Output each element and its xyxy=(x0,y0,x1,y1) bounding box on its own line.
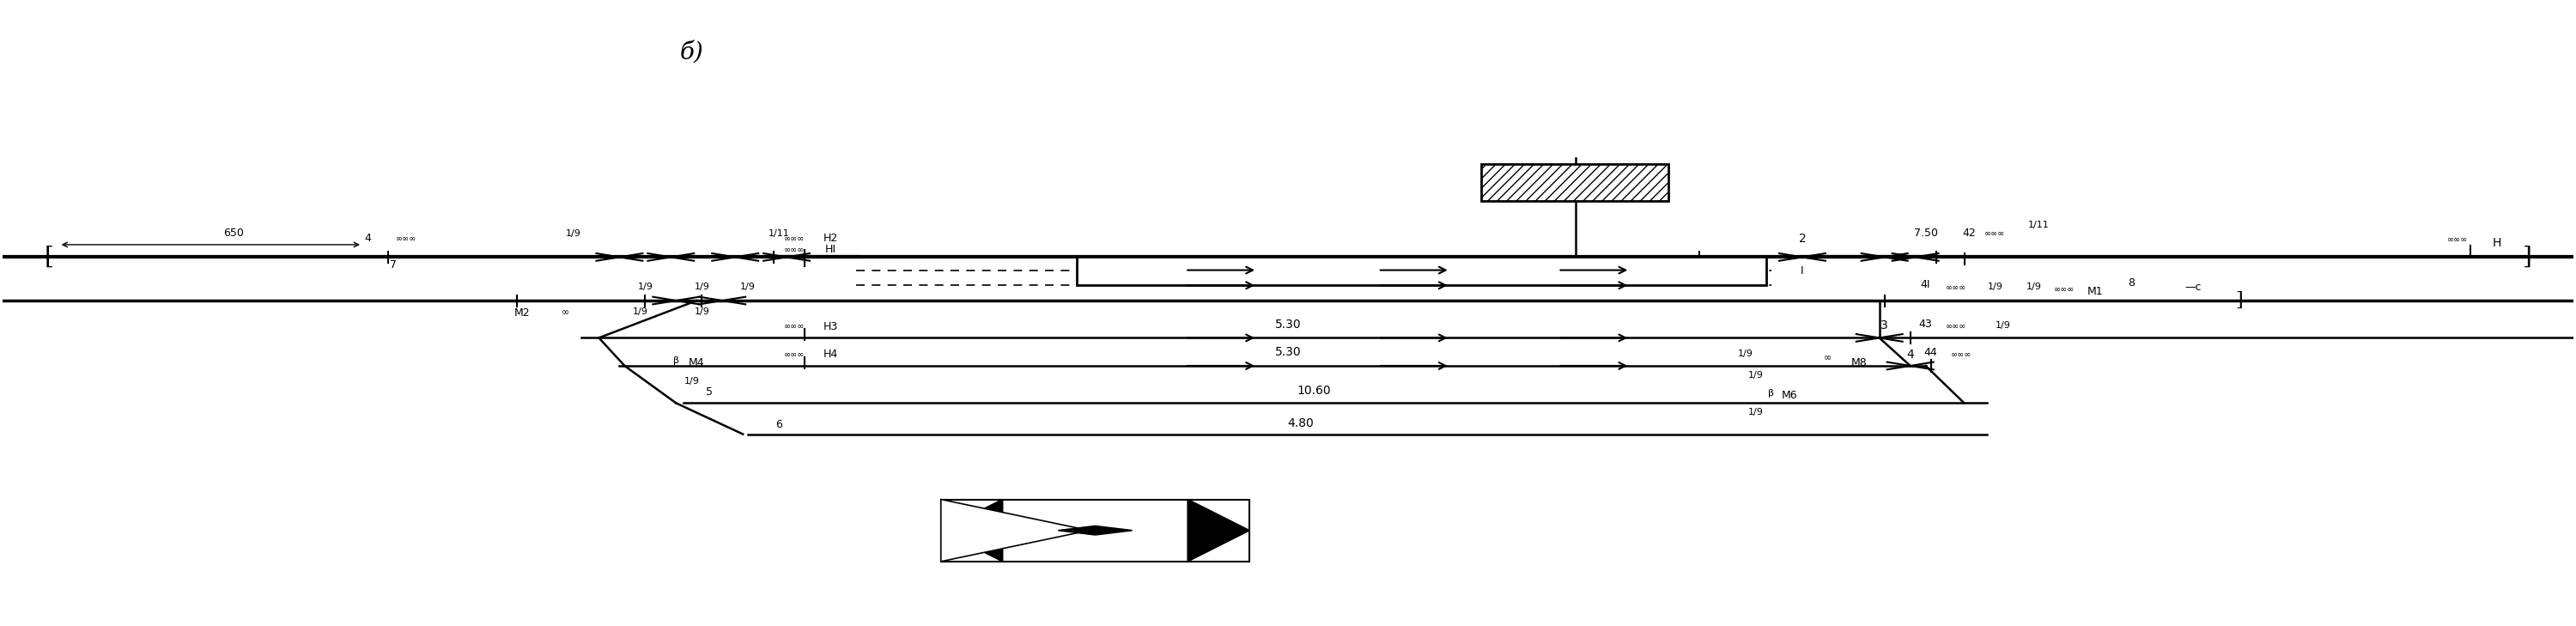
Text: ∞∞∞: ∞∞∞ xyxy=(783,351,804,359)
Text: 6: 6 xyxy=(775,419,783,431)
Text: [: [ xyxy=(44,245,54,269)
Text: 1/9: 1/9 xyxy=(1996,321,2009,330)
Text: 5: 5 xyxy=(706,386,714,398)
Text: 1/9: 1/9 xyxy=(567,229,580,238)
Text: H: H xyxy=(2491,237,2501,249)
Text: 7: 7 xyxy=(389,259,397,270)
Text: 1/9: 1/9 xyxy=(1739,349,1754,357)
Text: —c: —c xyxy=(2184,281,2202,292)
Text: β: β xyxy=(672,357,680,365)
Text: M2: M2 xyxy=(513,307,531,319)
Text: 4.80: 4.80 xyxy=(1288,417,1314,429)
Text: ∞∞∞: ∞∞∞ xyxy=(1950,351,1973,359)
Polygon shape xyxy=(1188,500,1249,562)
Text: 1/9: 1/9 xyxy=(1749,408,1765,417)
Text: ∞∞∞: ∞∞∞ xyxy=(397,234,417,243)
Bar xyxy=(940,500,1249,562)
Text: M1: M1 xyxy=(2087,285,2105,297)
Text: M8: M8 xyxy=(1850,357,1868,368)
Text: 1/9: 1/9 xyxy=(2025,282,2040,291)
Text: б): б) xyxy=(680,41,703,64)
Text: ∞: ∞ xyxy=(562,309,569,317)
Text: ∞∞∞: ∞∞∞ xyxy=(1984,229,2007,238)
Text: ∞∞∞: ∞∞∞ xyxy=(2053,285,2076,294)
Text: 5.30: 5.30 xyxy=(1275,346,1301,358)
Text: 650: 650 xyxy=(224,228,245,239)
Text: 44: 44 xyxy=(1924,347,1937,357)
Text: H2: H2 xyxy=(822,233,837,244)
Text: 1/9: 1/9 xyxy=(1749,371,1765,379)
Text: 10.60: 10.60 xyxy=(1296,384,1332,397)
Bar xyxy=(1481,164,1669,201)
Text: 8: 8 xyxy=(2128,277,2136,289)
Text: 4I: 4I xyxy=(1922,279,1929,290)
Text: ∞∞∞: ∞∞∞ xyxy=(783,245,804,254)
Text: ∞∞∞: ∞∞∞ xyxy=(783,322,804,331)
Text: 42: 42 xyxy=(1963,228,1976,239)
Text: ∞∞∞: ∞∞∞ xyxy=(1945,322,1968,331)
Text: 5.30: 5.30 xyxy=(1275,318,1301,330)
Text: 2: 2 xyxy=(1798,232,1806,245)
Text: ]: ] xyxy=(2236,291,2244,310)
Text: 1/9: 1/9 xyxy=(683,377,698,386)
Text: ∞∞∞: ∞∞∞ xyxy=(2447,235,2468,244)
Text: M6: M6 xyxy=(1783,390,1798,401)
Text: 3: 3 xyxy=(1880,319,1888,331)
Text: H4: H4 xyxy=(822,349,837,360)
Text: 4: 4 xyxy=(363,233,371,244)
Text: 1/9: 1/9 xyxy=(636,282,652,291)
Text: ∞∞∞: ∞∞∞ xyxy=(1945,284,1968,292)
Text: ∞: ∞ xyxy=(1824,354,1832,362)
Text: 1/9: 1/9 xyxy=(1989,282,2002,291)
Polygon shape xyxy=(940,500,1002,562)
Text: 1/9: 1/9 xyxy=(693,307,708,316)
Text: 4: 4 xyxy=(1906,349,1914,361)
Text: 1/11: 1/11 xyxy=(2027,220,2050,229)
Text: H3: H3 xyxy=(822,321,837,332)
Text: 1/9: 1/9 xyxy=(693,282,708,291)
Polygon shape xyxy=(940,500,1090,562)
Text: ∞∞∞: ∞∞∞ xyxy=(783,234,804,243)
Text: 43: 43 xyxy=(1919,319,1932,330)
Text: M4: M4 xyxy=(688,357,706,368)
Text: 1/9: 1/9 xyxy=(739,282,755,291)
Text: 1/11: 1/11 xyxy=(768,229,788,238)
Text: ]: ] xyxy=(2522,245,2532,269)
Polygon shape xyxy=(1059,526,1133,535)
Text: 7.50: 7.50 xyxy=(1914,228,1937,239)
Text: HI: HI xyxy=(824,244,835,255)
Bar xyxy=(1077,257,1767,285)
Text: 1/9: 1/9 xyxy=(631,307,647,316)
Text: I: I xyxy=(1801,265,1803,276)
Text: β: β xyxy=(1767,389,1775,398)
